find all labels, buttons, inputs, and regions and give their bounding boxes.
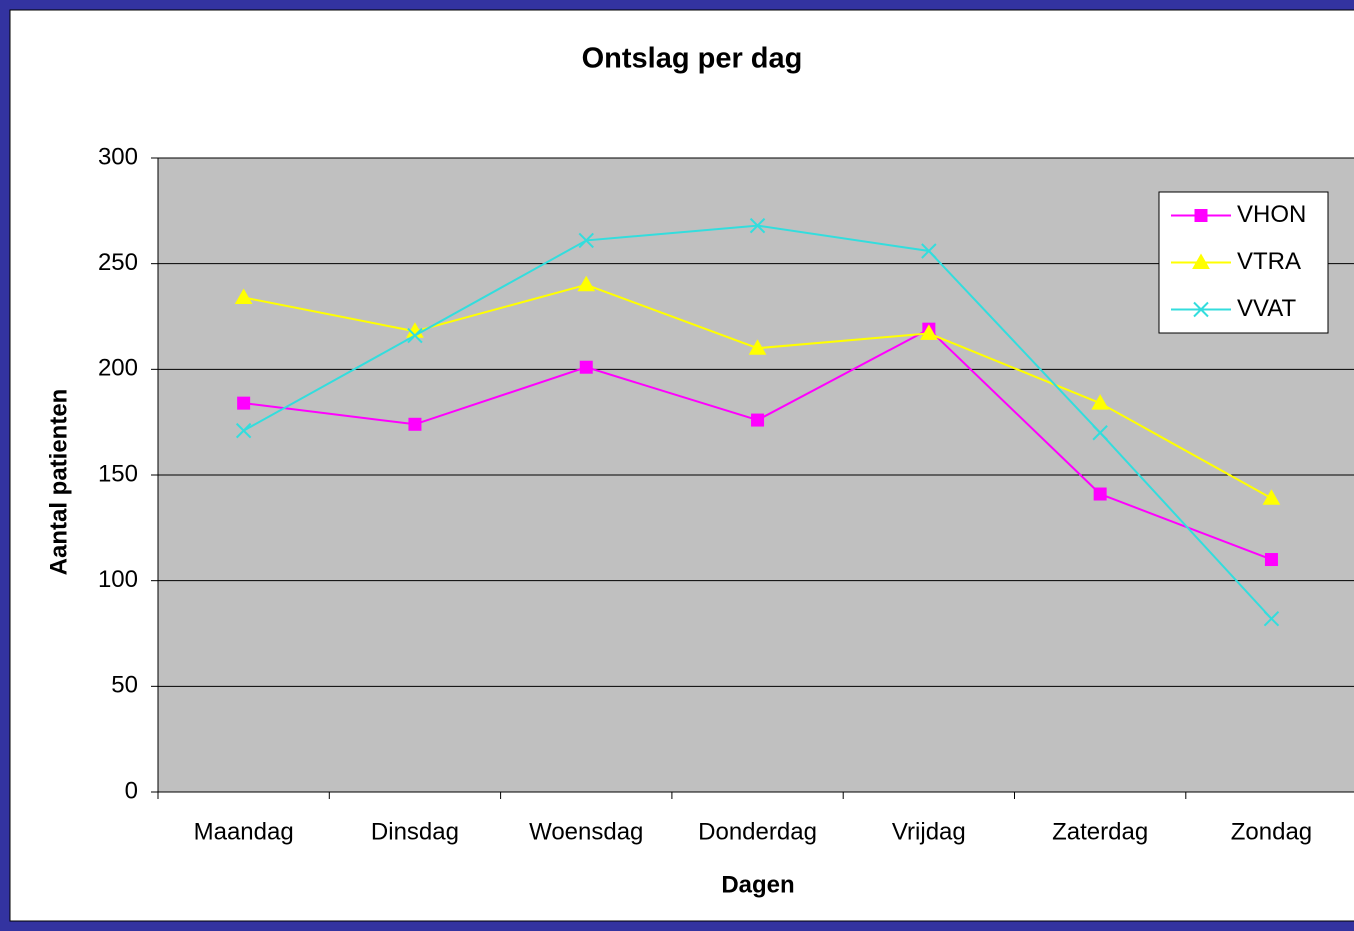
data-point	[919, 324, 938, 340]
data-point	[1264, 553, 1278, 567]
data-point	[237, 396, 251, 410]
data-point	[234, 288, 253, 304]
x-tick-label: Dinsdag	[371, 818, 459, 845]
y-tick-label: 200	[98, 355, 138, 382]
data-point	[1263, 610, 1280, 627]
chart-title: Ontslag per dag	[582, 43, 803, 75]
data-point	[1091, 394, 1110, 410]
y-tick-label: 250	[98, 249, 138, 276]
data-point	[1262, 489, 1281, 505]
legend-label: VTRA	[1237, 248, 1301, 275]
data-point	[578, 232, 594, 249]
data-point	[1093, 487, 1107, 501]
y-tick-label: 300	[98, 143, 138, 170]
data-point	[921, 243, 937, 259]
legend: VHON VTRA VVAT	[1158, 191, 1329, 334]
legend-label: VVAT	[1237, 295, 1296, 322]
y-tick-label: 0	[125, 777, 138, 804]
x-axis-label: Dagen	[721, 871, 794, 898]
data-point	[408, 417, 422, 431]
x-tick-label: Vrijdag	[892, 818, 966, 845]
data-point	[577, 275, 596, 292]
x-tick-label: Maandag	[194, 818, 294, 845]
data-point	[235, 422, 252, 439]
x-tick-label: Zondag	[1231, 818, 1312, 845]
legend-marker	[1192, 253, 1210, 269]
x-tick-label: Woensdag	[529, 818, 643, 845]
legend-label: VHON	[1237, 201, 1306, 228]
y-tick-label: 150	[98, 460, 138, 487]
y-axis-label: Aantal patienten	[45, 389, 72, 576]
data-point	[749, 217, 766, 234]
y-tick-label: 50	[111, 672, 138, 699]
y-tick-label: 100	[98, 566, 138, 593]
x-tick-label: Zaterdag	[1052, 818, 1148, 845]
data-point	[579, 360, 593, 374]
data-point	[751, 413, 765, 427]
legend-marker	[1194, 209, 1208, 222]
data-point	[1092, 425, 1108, 441]
legend-marker	[1193, 301, 1209, 318]
x-tick-label: Donderdag	[698, 818, 817, 845]
data-point	[748, 339, 767, 355]
data-point	[407, 327, 423, 344]
